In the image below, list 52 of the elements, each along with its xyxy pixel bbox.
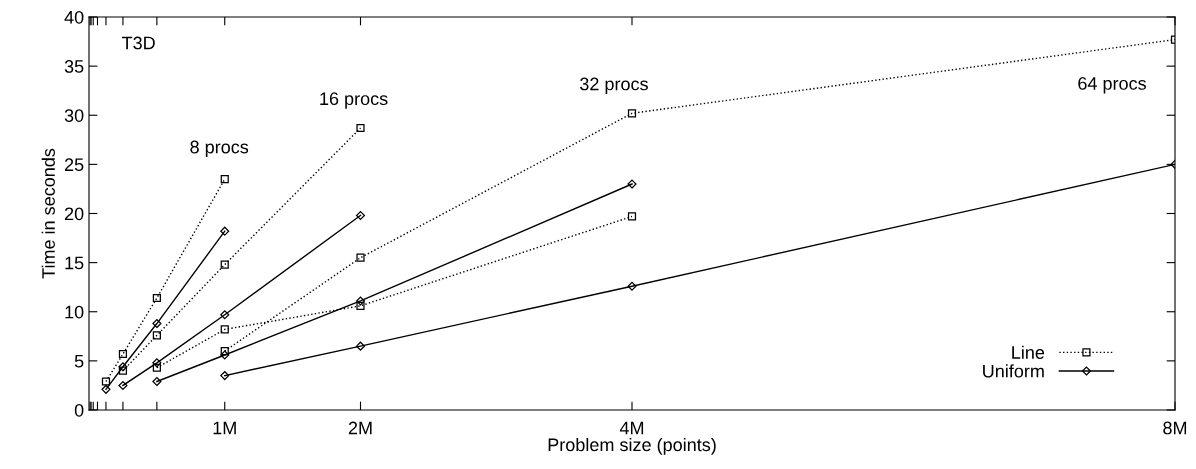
x-tick-label: 8M: [1163, 421, 1187, 435]
point: [118, 366, 128, 375]
point: [627, 281, 637, 291]
x-tick-label: 1M: [213, 421, 236, 435]
point: [220, 371, 230, 381]
annotation: 16 procs: [320, 92, 388, 109]
x-tick-label: 4M: [619, 421, 644, 435]
point: [356, 123, 365, 133]
y-tick-label: 10: [65, 305, 84, 319]
point: [220, 310, 230, 320]
point: [355, 341, 366, 351]
legend-label: Line: [1012, 345, 1045, 359]
point: [220, 175, 229, 184]
point: [356, 301, 365, 310]
point: [152, 318, 162, 329]
point: [152, 331, 161, 340]
point: [356, 253, 365, 262]
y-tick-label: 0: [74, 403, 84, 417]
point: [627, 212, 637, 221]
point: [118, 349, 128, 359]
point: [118, 362, 128, 372]
annotation: T3D: [121, 36, 155, 50]
y-tick-label: 30: [64, 109, 84, 122]
y-axis-title: Time in seconds: [41, 148, 55, 279]
point: [152, 293, 161, 303]
point: [627, 179, 637, 189]
point: [101, 384, 111, 394]
point: [101, 377, 111, 386]
y-tick-label: 5: [74, 355, 84, 368]
point: [627, 109, 637, 118]
annotation: 8 procs: [190, 140, 249, 157]
point: [152, 363, 161, 372]
y-tick-label: 25: [64, 158, 84, 172]
x-axis-title: Problem size (points): [548, 437, 716, 455]
legend-label: Uniform: [983, 364, 1044, 378]
point: [220, 226, 230, 236]
point: [220, 325, 229, 334]
x-tick-label: 2M: [348, 421, 372, 435]
y-tick-label: 15: [65, 256, 84, 270]
point: [355, 296, 366, 306]
point: [220, 350, 230, 360]
annotation: 64 procs: [1078, 77, 1146, 94]
y-tick-label: 40: [64, 10, 84, 24]
point: [152, 358, 162, 368]
annotation: 32 procs: [580, 77, 648, 94]
point: [118, 380, 128, 390]
point: [152, 376, 162, 387]
y-tick-label: 20: [64, 207, 84, 221]
point: [220, 346, 229, 356]
y-tick-label: 35: [64, 60, 84, 73]
point: [355, 210, 366, 221]
point: [220, 260, 229, 269]
